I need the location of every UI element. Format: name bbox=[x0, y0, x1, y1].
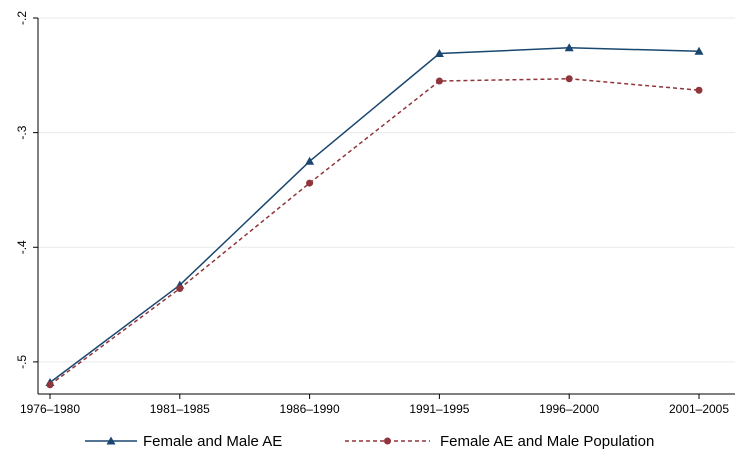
y-tick-label: -.3 bbox=[15, 125, 29, 139]
marker bbox=[695, 86, 703, 94]
legend-label: Female AE and Male Population bbox=[440, 433, 654, 450]
x-tick-label: 1991–1995 bbox=[409, 402, 469, 416]
marker bbox=[46, 381, 54, 389]
y-tick-label: -.5 bbox=[15, 355, 29, 369]
marker bbox=[305, 156, 315, 165]
y-tick-label: -.4 bbox=[15, 240, 29, 254]
marker bbox=[306, 179, 314, 187]
x-tick-label: 1976–1980 bbox=[20, 402, 80, 416]
series-line bbox=[49, 47, 700, 384]
x-tick-label: 1996–2000 bbox=[539, 402, 599, 416]
marker bbox=[434, 49, 444, 58]
x-tick-label: 2001–2005 bbox=[669, 402, 729, 416]
marker bbox=[564, 43, 574, 52]
y-tick-label: -.2 bbox=[15, 11, 29, 25]
marker bbox=[435, 77, 443, 85]
legend-marker bbox=[106, 436, 116, 445]
marker bbox=[694, 46, 704, 55]
legend-label: Female and Male AE bbox=[143, 433, 282, 450]
x-tick-label: 1981–1985 bbox=[150, 402, 210, 416]
series-line bbox=[49, 78, 700, 386]
marker bbox=[565, 75, 573, 83]
marker bbox=[176, 285, 184, 293]
x-tick-label: 1986–1990 bbox=[280, 402, 340, 416]
legend-marker bbox=[384, 437, 391, 445]
